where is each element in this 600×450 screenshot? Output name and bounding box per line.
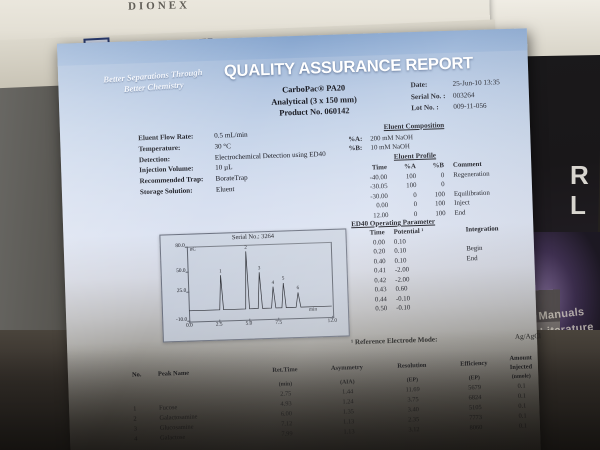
reference-electrode-value: Ag/AgCl bbox=[514, 332, 542, 341]
y-tick-mark bbox=[185, 271, 189, 273]
eluent-b-key: %B: bbox=[348, 145, 363, 153]
box-brand-top: DIONEX bbox=[127, 0, 191, 13]
eluent-profile-table: Time %A %B Comment -40.00 100 0 Regenera… bbox=[349, 159, 531, 222]
peak-label: 5 bbox=[281, 276, 285, 283]
x-tick-label: 7.5 bbox=[275, 319, 283, 326]
reference-electrode-mode: ¹ Reference Electrode Mode: Ag/AgCl bbox=[351, 332, 541, 346]
param-key-storage: Storage Solution: bbox=[139, 186, 193, 197]
ed40-section: ED40 Operating Parameter Time Potential … bbox=[351, 214, 539, 315]
results-grid: No. Peak Name Ret.Time Asymmetry Resolut… bbox=[130, 354, 540, 445]
reference-electrode-label: ¹ Reference Electrode Mode: bbox=[350, 335, 438, 347]
peak-label: 2 bbox=[244, 245, 247, 251]
x-tick-label: 5.0 bbox=[245, 320, 253, 327]
qa-report-sheet: Better Separations Through Better Chemis… bbox=[57, 28, 541, 450]
eluent-section: Eluent Composition %A: 200 mM NaOH %B: 1… bbox=[348, 118, 531, 221]
peak-label: 6 bbox=[296, 286, 300, 292]
peak-label: 1 bbox=[219, 269, 222, 275]
method-parameters: Eluent Flow Rate: 0.5 mL/min Temperature… bbox=[138, 126, 355, 198]
results-header-eff: Efficiency bbox=[460, 360, 488, 369]
results-header-res: Resolution bbox=[397, 362, 427, 371]
peak-label: 3 bbox=[257, 266, 261, 272]
meta-value-lot: 009-11-056 bbox=[453, 101, 487, 111]
meta-value-date: 25-Jun-10 13:35 bbox=[452, 78, 500, 88]
results-header-no: No. bbox=[131, 371, 142, 379]
x-tick-label: 2.5 bbox=[215, 321, 223, 328]
chromatogram-trace bbox=[188, 251, 332, 312]
results-header-asym: Asymmetry bbox=[330, 364, 363, 373]
results-header-amount: Amount Injected bbox=[509, 354, 533, 371]
meta-value-serial: 003264 bbox=[452, 90, 475, 100]
results-table: No. Peak Name Ret.Time Asymmetry Resolut… bbox=[130, 354, 540, 445]
results-header-ret: Ret.Time bbox=[272, 366, 298, 375]
y-tick-mark bbox=[186, 291, 190, 293]
report-meta: Date: 25-Jun-10 13:35 Serial No. : 00326… bbox=[410, 76, 531, 115]
y-tick-mark bbox=[187, 320, 191, 322]
ed40-header-time: Time bbox=[369, 229, 385, 237]
y-tick-label: 50.0 bbox=[176, 267, 186, 274]
y-tick-label: 80.0 bbox=[175, 242, 185, 250]
peak-label: 4 bbox=[271, 280, 275, 286]
y-tick-mark bbox=[184, 246, 188, 248]
x-tick-label: 12.0 bbox=[327, 317, 338, 325]
meta-key-lot: Lot No. : bbox=[411, 103, 439, 113]
y-tick-label: -10.0 bbox=[175, 316, 188, 324]
chromatogram-plot: Serial No.: 3264 nC min 1 2 3 4 5 6 0.0 2.5 5.0 7… bbox=[159, 228, 350, 343]
company-tagline: Better Separations Through Better Chemis… bbox=[88, 66, 219, 98]
ed40-table: Time Potential ¹ Integration 0.00 0.10 0.… bbox=[351, 223, 539, 315]
y-tick-label: 25.0 bbox=[176, 287, 187, 295]
x-tick-label: 0.0 bbox=[185, 322, 193, 329]
column-identity: CarboPac® PA20 Analytical (3 x 150 mm) P… bbox=[228, 81, 399, 121]
